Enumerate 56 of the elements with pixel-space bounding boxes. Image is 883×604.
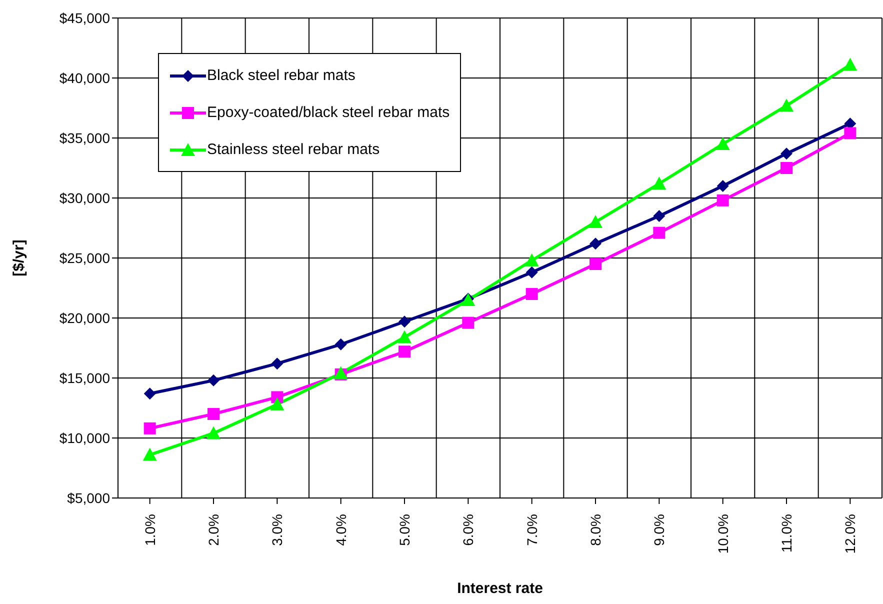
point: [524, 253, 539, 266]
point: [652, 176, 666, 190]
point: [653, 226, 666, 239]
legend-label: Black steel rebar mats: [207, 67, 356, 84]
point: [334, 338, 347, 350]
point: [844, 127, 856, 140]
point: [526, 288, 538, 300]
point: [142, 448, 157, 461]
x-tick-label: 6.0%: [460, 514, 476, 546]
y-tick-label: $10,000: [59, 430, 110, 446]
x-tick-label: 2.0%: [206, 514, 222, 546]
point: [208, 374, 220, 386]
legend-label: Stainless steel rebar mats: [207, 141, 380, 158]
point: [653, 210, 666, 222]
point: [462, 316, 474, 329]
point: [843, 58, 858, 71]
point: [398, 316, 410, 328]
x-tick-label: 7.0%: [524, 514, 540, 546]
point: [780, 148, 792, 160]
point: [716, 194, 729, 206]
point: [270, 397, 284, 410]
x-tick-label: 12.0%: [842, 514, 858, 554]
legend-label: Epoxy-coated/black steel rebar mats: [207, 104, 450, 121]
y-tick-label: $40,000: [59, 70, 110, 86]
point: [780, 162, 792, 174]
y-axis-title: [$/yr]: [10, 240, 28, 276]
point: [398, 346, 410, 358]
point: [588, 215, 602, 228]
point: [144, 388, 156, 400]
y-tick-label: $45,000: [59, 10, 110, 26]
x-tick-label: 8.0%: [588, 514, 604, 546]
point: [271, 358, 284, 370]
point: [716, 137, 730, 150]
point: [526, 266, 538, 278]
point: [206, 426, 220, 440]
point: [780, 98, 794, 112]
point: [716, 180, 729, 192]
x-axis-title: Interest rate: [457, 580, 543, 597]
x-tick-label: 9.0%: [651, 514, 668, 546]
x-tick-label: 3.0%: [269, 514, 286, 546]
point: [590, 238, 602, 250]
y-tick-label: $35,000: [59, 130, 110, 146]
x-tick-label: 1.0%: [142, 514, 158, 546]
y-tick-label: $15,000: [59, 370, 110, 386]
y-tick-label: $5,000: [67, 490, 110, 506]
point: [590, 258, 602, 270]
x-tick-label: 10.0%: [714, 514, 731, 554]
point: [144, 422, 156, 434]
x-tick-label: 4.0%: [332, 514, 349, 546]
y-tick-label: $25,000: [59, 250, 110, 266]
point: [398, 330, 412, 344]
x-tick-label: 5.0%: [396, 514, 412, 546]
point: [208, 408, 220, 420]
y-tick-label: $20,000: [59, 310, 110, 326]
x-tick-label: 11.0%: [778, 514, 794, 553]
y-tick-label: $30,000: [59, 190, 110, 206]
